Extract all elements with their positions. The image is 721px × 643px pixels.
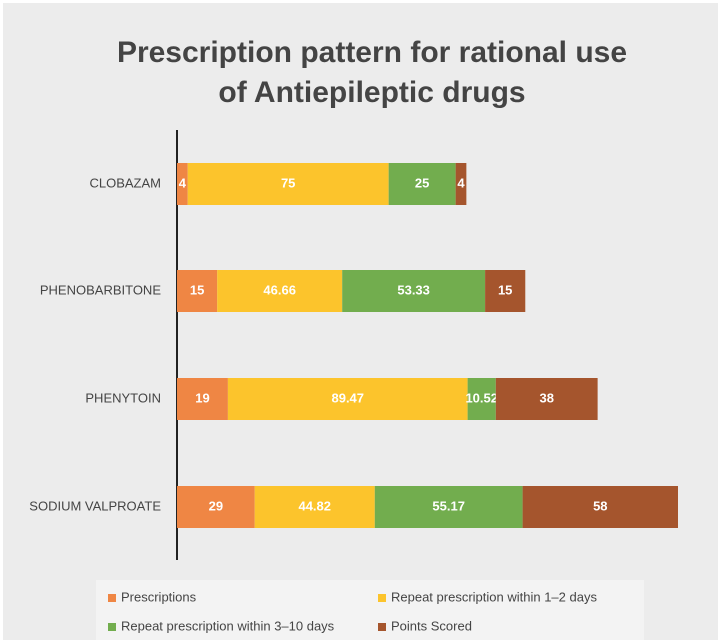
title-line: of Antiepileptic drugs: [218, 76, 525, 109]
y-tick-label: CLOBAZAM: [89, 175, 161, 190]
bar-segment: [227, 378, 468, 420]
data-label: 19: [195, 390, 209, 405]
data-label: 58: [593, 498, 607, 513]
data-label: 55.17: [432, 498, 465, 513]
bar-segment: [374, 486, 523, 528]
data-label: 25: [415, 175, 429, 190]
legend-swatch: [108, 594, 116, 602]
y-tick-label: PHENYTOIN: [85, 390, 161, 405]
data-label: 38: [539, 390, 553, 405]
bar-segment: [342, 270, 486, 312]
data-label: 4: [179, 175, 187, 190]
bar-segment: [522, 486, 678, 528]
data-label: 89.47: [331, 390, 364, 405]
data-label: 46.66: [263, 282, 296, 297]
bar-segment: [217, 270, 343, 312]
bar-segment: [187, 163, 389, 205]
legend-label: Repeat prescription within 3–10 days: [121, 618, 335, 633]
bar-segment: [177, 378, 228, 420]
data-label: 15: [190, 282, 204, 297]
bar-segment: [177, 486, 255, 528]
bar-segment: [467, 378, 496, 420]
y-tick-label: SODIUM VALPROATE: [29, 498, 161, 513]
bar-segment: [388, 163, 456, 205]
bar-segment: [485, 270, 526, 312]
data-label: 75: [281, 175, 295, 190]
title-line: Prescription pattern for rational use: [117, 36, 627, 69]
legend-label: Repeat prescription within 1–2 days: [391, 589, 597, 604]
data-label: 15: [498, 282, 512, 297]
y-tick-label: PHENOBARBITONE: [40, 282, 161, 297]
legend-swatch: [378, 594, 386, 602]
data-label: 44.82: [298, 498, 331, 513]
bar-segment: [177, 163, 188, 205]
chart-title: Prescription pattern for rational use of …: [117, 36, 627, 109]
chart-background: [3, 3, 718, 640]
legend-label: Points Scored: [391, 618, 472, 633]
data-label: 53.33: [397, 282, 430, 297]
bar-segment: [455, 163, 467, 205]
bar-segment: [177, 270, 218, 312]
legend-box: [96, 580, 644, 640]
bar-segment: [495, 378, 598, 420]
data-label: 29: [209, 498, 223, 513]
legend-label: Prescriptions: [121, 589, 197, 604]
data-label: 10.52: [465, 390, 498, 405]
data-label: 4: [457, 175, 465, 190]
legend-swatch: [378, 623, 386, 631]
bar-segment: [254, 486, 375, 528]
legend-swatch: [108, 623, 116, 631]
